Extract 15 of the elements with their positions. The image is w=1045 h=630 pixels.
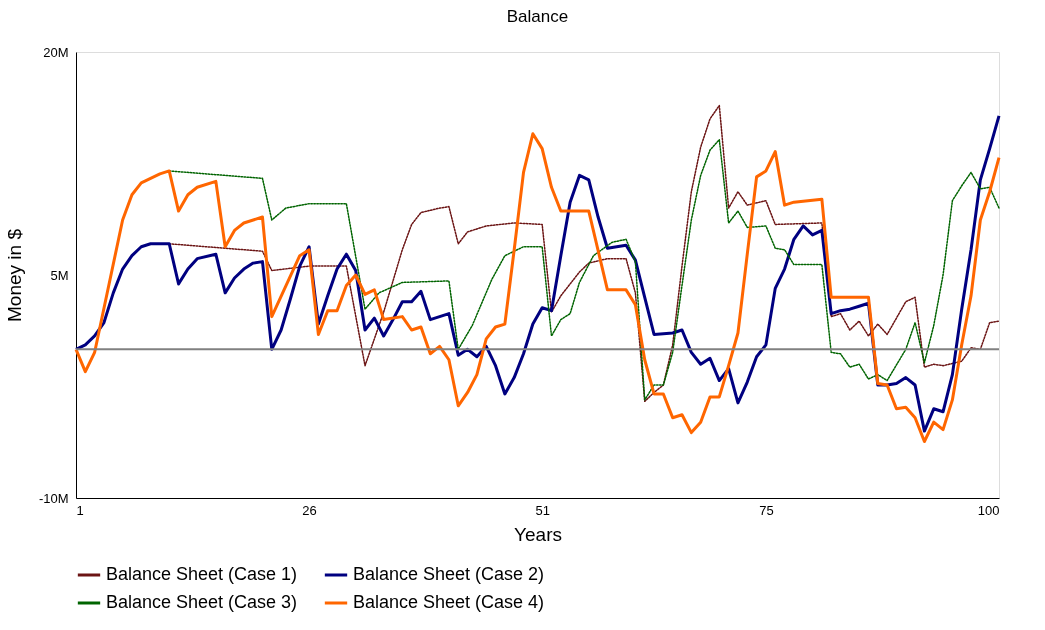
y-tick-label: 5M bbox=[50, 267, 69, 283]
x-tick-label: 1 bbox=[76, 502, 84, 518]
x-tick-label: 26 bbox=[302, 502, 317, 518]
x-tick-label: 51 bbox=[535, 502, 550, 518]
y-tick-label: 20M bbox=[43, 44, 69, 60]
y-axis-title: Money in $ bbox=[3, 228, 25, 322]
x-axis-title: Years bbox=[514, 523, 562, 545]
chart-title: Balance bbox=[506, 7, 569, 26]
x-tick-label: 75 bbox=[759, 502, 774, 518]
x-tick-label: 100 bbox=[977, 502, 1000, 518]
legend-label: Balance Sheet (Case 4) bbox=[353, 592, 545, 612]
legend-label: Balance Sheet (Case 1) bbox=[106, 564, 298, 584]
legend-label: Balance Sheet (Case 3) bbox=[106, 592, 298, 612]
y-tick-label: -10M bbox=[38, 490, 69, 506]
legend-label: Balance Sheet (Case 2) bbox=[353, 564, 545, 584]
